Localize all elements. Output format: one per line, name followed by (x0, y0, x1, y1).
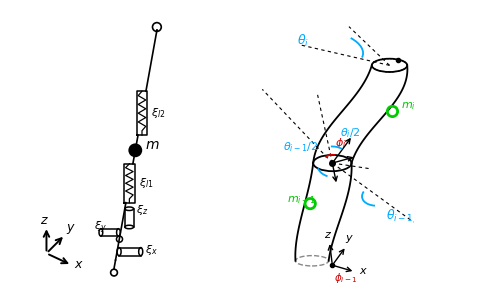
Circle shape (129, 144, 141, 156)
Text: $\theta_{i-1}$: $\theta_{i-1}$ (386, 208, 413, 224)
Text: $y$: $y$ (345, 233, 354, 245)
Text: $\xi_{l2}$: $\xi_{l2}$ (152, 106, 166, 120)
Text: $m_{i-1}$: $m_{i-1}$ (287, 194, 316, 206)
Text: $m$: $m$ (145, 138, 159, 152)
Text: $\theta_{i-1}/2$: $\theta_{i-1}/2$ (282, 140, 318, 154)
Text: $\xi_y$: $\xi_y$ (95, 220, 108, 236)
Text: $z$: $z$ (324, 230, 332, 240)
Text: $\phi_{i-1}$: $\phi_{i-1}$ (334, 271, 358, 285)
Text: $\xi_{l1}$: $\xi_{l1}$ (139, 176, 153, 190)
Text: $\xi_z$: $\xi_z$ (136, 203, 149, 217)
Text: $\theta_i$: $\theta_i$ (297, 33, 309, 49)
Text: $z$: $z$ (40, 214, 49, 226)
Text: $\phi_i$: $\phi_i$ (335, 136, 347, 150)
Text: $x$: $x$ (359, 266, 368, 276)
Text: $\xi_x$: $\xi_x$ (145, 243, 158, 257)
Text: $m_i$: $m_i$ (401, 100, 415, 112)
Text: $\theta_i/2$: $\theta_i/2$ (340, 126, 361, 140)
Text: $y$: $y$ (65, 223, 76, 237)
Text: $x$: $x$ (75, 257, 84, 271)
